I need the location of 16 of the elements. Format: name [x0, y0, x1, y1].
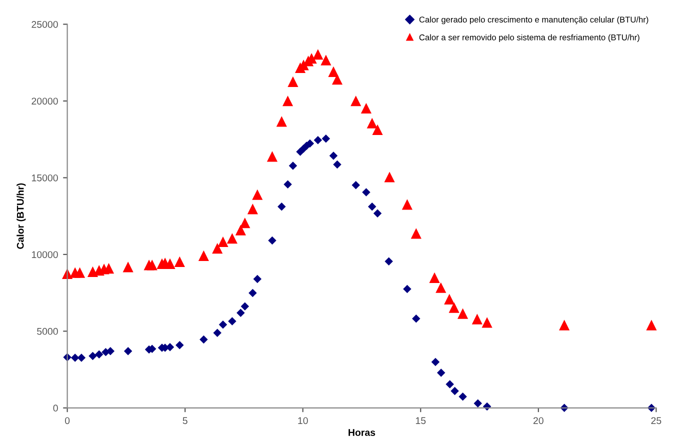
x-tick-label: 20 [533, 417, 544, 424]
x-tick-label: 15 [416, 417, 426, 424]
legend-label: Calor a ser removido pelo sistema de resfriamento (BTU/hr) [419, 34, 640, 42]
x-tick-label: 5 [182, 417, 188, 424]
y-tick-label: 25000 [32, 20, 58, 28]
y-tick-label: 20000 [32, 98, 58, 105]
x-tick-label: 0 [64, 417, 70, 424]
y-tick-label: 0 [53, 404, 58, 412]
x-tick-label: 25 [651, 417, 662, 424]
x-tick-label: 10 [298, 417, 308, 424]
y-axis-title: Calor (BTU/hr) [16, 183, 26, 249]
y-tick-label: 10000 [32, 251, 58, 258]
y-tick-label: 15000 [32, 174, 58, 182]
y-tick-label: 5000 [37, 328, 58, 335]
legend-label: Calor gerado pelo crescimento e manutenção celular (BTU/hr) [419, 16, 648, 24]
x-axis-title: Horas [348, 429, 376, 436]
